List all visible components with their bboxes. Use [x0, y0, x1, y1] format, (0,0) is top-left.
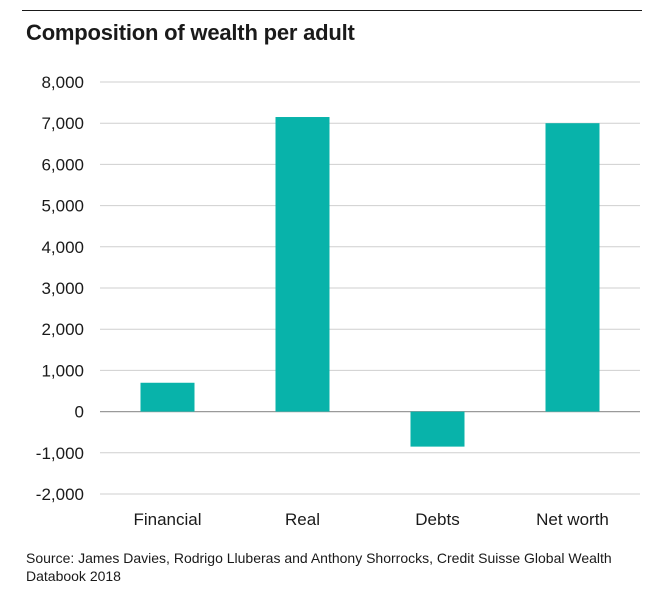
- x-tick-labels: Financial Real Debts Net worth: [133, 510, 608, 529]
- y-tick-label: 1,000: [41, 361, 84, 380]
- y-tick-label: -2,000: [36, 485, 84, 504]
- y-tick-label: 2,000: [41, 320, 84, 339]
- chart-title: Composition of wealth per adult: [26, 20, 355, 45]
- bar-financial: [140, 382, 195, 412]
- bar-net-worth: [545, 123, 600, 412]
- bar-debts: [410, 411, 465, 447]
- bars: [140, 117, 600, 447]
- top-rule: [22, 10, 642, 11]
- x-tick-label: Real: [285, 510, 320, 529]
- bar-real: [275, 117, 330, 412]
- y-tick-label: 3,000: [41, 279, 84, 298]
- x-tick-label: Debts: [415, 510, 459, 529]
- y-tick-label: 4,000: [41, 238, 84, 257]
- y-tick-label: 8,000: [41, 73, 84, 92]
- y-tick-label: -1,000: [36, 444, 84, 463]
- y-tick-label: 6,000: [41, 155, 84, 174]
- source-note: Source: James Davies, Rodrigo Lluberas a…: [26, 550, 612, 584]
- y-tick-label: 5,000: [41, 197, 84, 216]
- x-tick-label: Financial: [133, 510, 201, 529]
- y-tick-label: 0: [75, 403, 84, 422]
- y-tick-labels: 8,000 7,000 6,000 5,000 4,000 3,000 2,000 1,000…: [36, 73, 84, 504]
- y-tick-label: 7,000: [41, 114, 84, 133]
- x-tick-label: Net worth: [536, 510, 609, 529]
